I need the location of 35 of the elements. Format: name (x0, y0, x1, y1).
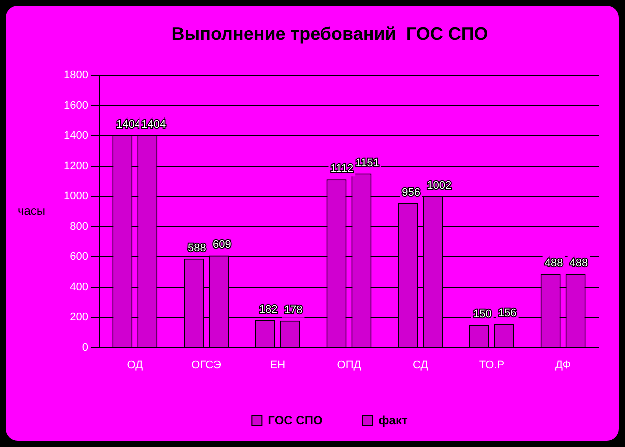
x-tick-label: ДФ (556, 359, 572, 372)
x-tick-label: СД (413, 359, 429, 372)
y-tick-label: 1200 (64, 160, 88, 172)
data-label: 156 (498, 308, 517, 320)
data-label: 150 (473, 308, 492, 321)
y-tick-label: 800 (70, 220, 88, 233)
x-tick-label: ОД (127, 359, 144, 372)
y-tick-label: 1800 (64, 70, 88, 82)
data-label: 1404 (142, 119, 166, 132)
data-label: 956 (402, 186, 420, 199)
data-label: 488 (544, 258, 564, 270)
legend-label: факт (378, 413, 408, 428)
chart-title: Выполнение требований ГОС СПО (172, 24, 488, 44)
y-tick-label: 1400 (64, 130, 88, 142)
data-label: 182 (259, 304, 278, 316)
data-label: 178 (284, 304, 303, 316)
x-tick-label: ОПД (337, 359, 362, 372)
y-axis-title: часы (18, 204, 46, 218)
y-tick-label: 600 (70, 251, 88, 264)
y-tick-label: 0 (82, 342, 88, 354)
data-label: 588 (188, 242, 206, 254)
data-label: 1151 (356, 157, 380, 170)
legend-label: ГОС СПО (268, 413, 323, 428)
data-label: 488 (570, 258, 588, 270)
y-tick-label: 1600 (64, 100, 88, 112)
data-label: 1112 (330, 163, 354, 176)
y-tick-label: 1000 (64, 190, 88, 203)
data-label: 1002 (427, 180, 452, 192)
x-tick-label: ТО.Р (479, 359, 505, 372)
y-tick-label: 200 (70, 312, 88, 324)
x-tick-label: ЕН (270, 359, 286, 372)
x-tick-label: ОГСЭ (192, 359, 222, 372)
data-label: 609 (213, 239, 232, 252)
y-tick-label: 400 (70, 281, 88, 294)
data-label: 1404 (116, 119, 142, 132)
